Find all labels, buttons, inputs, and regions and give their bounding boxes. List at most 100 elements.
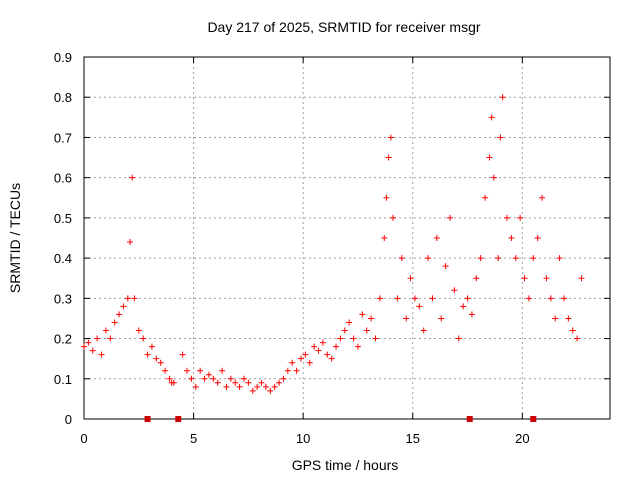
data-point bbox=[525, 295, 532, 302]
data-point bbox=[232, 379, 239, 386]
data-point bbox=[488, 114, 495, 121]
data-point bbox=[521, 275, 528, 282]
data-point bbox=[560, 295, 567, 302]
y-tick-label: 0.6 bbox=[54, 171, 72, 186]
data-point bbox=[451, 287, 458, 294]
data-point bbox=[438, 315, 445, 322]
data-point bbox=[333, 343, 340, 350]
data-point bbox=[350, 335, 357, 342]
data-point bbox=[236, 383, 243, 390]
x-tick-label: 10 bbox=[296, 431, 310, 446]
x-tick-label: 20 bbox=[515, 431, 529, 446]
data-point bbox=[387, 134, 394, 141]
data-point bbox=[116, 311, 123, 318]
plot-frame bbox=[83, 56, 611, 420]
data-point bbox=[383, 194, 390, 201]
data-point bbox=[81, 343, 87, 350]
data-point bbox=[495, 255, 502, 262]
gap-marker bbox=[530, 416, 537, 422]
data-point bbox=[530, 255, 537, 262]
data-point bbox=[499, 94, 506, 101]
data-point bbox=[517, 214, 524, 221]
y-tick-label: 0.3 bbox=[54, 291, 72, 306]
data-point bbox=[107, 335, 114, 342]
data-point bbox=[429, 295, 436, 302]
data-point bbox=[324, 351, 331, 358]
data-point bbox=[284, 367, 291, 374]
data-point bbox=[385, 154, 392, 161]
data-point bbox=[477, 255, 484, 262]
data-point bbox=[359, 311, 366, 318]
data-point bbox=[578, 275, 585, 282]
y-axis-label: SRMTID / TECUs bbox=[7, 183, 23, 293]
data-point bbox=[179, 351, 186, 358]
y-tick-label: 0 bbox=[65, 412, 72, 427]
data-point bbox=[240, 375, 247, 382]
data-point bbox=[381, 235, 388, 241]
data-point bbox=[425, 255, 432, 262]
data-point bbox=[442, 263, 449, 270]
y-tick-label: 0.2 bbox=[54, 332, 72, 347]
data-point bbox=[390, 214, 397, 221]
data-point bbox=[157, 359, 164, 366]
data-point bbox=[512, 255, 519, 262]
data-point bbox=[184, 367, 191, 374]
data-point bbox=[111, 319, 118, 326]
data-point bbox=[153, 355, 160, 362]
data-point bbox=[131, 295, 138, 302]
data-point bbox=[394, 295, 401, 302]
y-tick-label: 0.9 bbox=[54, 50, 72, 65]
x-tick-label: 15 bbox=[406, 431, 420, 446]
data-point bbox=[411, 295, 418, 302]
data-point bbox=[497, 134, 504, 141]
data-point bbox=[276, 379, 283, 386]
data-point bbox=[192, 383, 199, 390]
data-point bbox=[280, 375, 287, 382]
data-point bbox=[552, 315, 559, 322]
data-point bbox=[85, 339, 92, 346]
data-point bbox=[245, 379, 252, 386]
x-tick-label: 5 bbox=[190, 431, 197, 446]
data-point bbox=[420, 327, 427, 334]
data-point bbox=[363, 327, 370, 334]
data-point bbox=[140, 335, 147, 342]
data-point bbox=[254, 383, 261, 390]
y-tick-label: 0.5 bbox=[54, 211, 72, 226]
data-point bbox=[433, 235, 440, 241]
y-tick-label: 0.8 bbox=[54, 90, 72, 105]
data-point bbox=[315, 347, 322, 354]
data-point bbox=[455, 335, 462, 342]
data-point bbox=[188, 375, 195, 382]
y-tick-label: 0.1 bbox=[54, 372, 72, 387]
data-point bbox=[267, 387, 274, 394]
data-point bbox=[166, 375, 173, 382]
data-point bbox=[569, 327, 576, 334]
data-point bbox=[376, 295, 383, 302]
data-point bbox=[539, 194, 546, 201]
data-point bbox=[486, 154, 493, 161]
data-point bbox=[223, 383, 230, 390]
data-point bbox=[503, 214, 510, 221]
data-point bbox=[482, 194, 489, 201]
data-point bbox=[249, 387, 256, 394]
data-point bbox=[127, 239, 134, 246]
data-point bbox=[556, 255, 563, 262]
data-point bbox=[271, 383, 278, 390]
data-point bbox=[302, 351, 309, 358]
gap-marker bbox=[144, 416, 151, 422]
data-point bbox=[319, 339, 326, 346]
x-axis: 0 5 10 15 20 bbox=[80, 57, 530, 446]
data-point bbox=[460, 303, 467, 310]
gap-marker bbox=[466, 416, 473, 422]
data-point bbox=[337, 335, 344, 342]
data-point bbox=[447, 214, 454, 221]
gap-marker bbox=[175, 416, 182, 422]
data-points bbox=[81, 94, 585, 394]
y-tick-label: 0.7 bbox=[54, 130, 72, 145]
data-point bbox=[94, 335, 101, 342]
data-point bbox=[403, 315, 410, 322]
data-point bbox=[508, 235, 515, 241]
y-tick-label: 0.4 bbox=[54, 251, 72, 266]
data-point bbox=[490, 174, 497, 181]
data-point bbox=[262, 383, 269, 390]
